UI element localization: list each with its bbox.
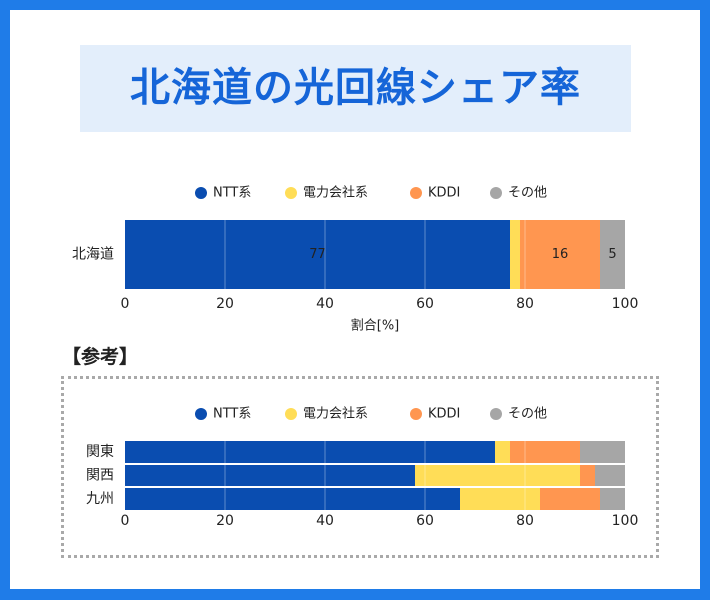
x-tick-label: 80 (516, 513, 534, 529)
x-tick-label: 80 (516, 296, 534, 312)
legend-swatch-1 (285, 408, 297, 420)
legend-swatch-3 (490, 408, 502, 420)
legend-label: NTT系 (213, 186, 251, 201)
legend-swatch-2 (410, 408, 422, 420)
x-tick-label: 60 (416, 296, 434, 312)
x-tick-label: 100 (612, 296, 639, 312)
category-label: 北海道 (72, 247, 114, 263)
bar-segment (580, 441, 625, 463)
x-axis-label: 割合[%] (351, 318, 400, 334)
legend-swatch-0 (195, 187, 207, 199)
legend-label: その他 (508, 186, 547, 201)
bar-value-label: 16 (552, 247, 569, 262)
legend-label: その他 (508, 407, 547, 422)
category-label: 九州 (86, 491, 114, 507)
reference-box (61, 376, 659, 558)
bar-segment (600, 488, 625, 510)
bar-segment (510, 441, 580, 463)
legend-swatch-2 (410, 187, 422, 199)
legend-label: NTT系 (213, 407, 251, 422)
category-label: 関東 (86, 444, 114, 460)
bar-segment (125, 488, 460, 510)
legend-label: 電力会社系 (303, 406, 368, 422)
page-title: 北海道の光回線シェア率 (130, 65, 581, 111)
bar-value-label: 5 (608, 247, 616, 262)
reference-heading: 【参考】 (62, 346, 139, 368)
bar-segment (595, 465, 625, 486)
title-banner: 北海道の光回線シェア率 (80, 45, 631, 132)
bar-segment (460, 488, 540, 510)
legend-label: KDDI (428, 407, 460, 422)
bar-segment (600, 220, 625, 289)
x-tick-label: 40 (316, 296, 334, 312)
legend-swatch-3 (490, 187, 502, 199)
legend-label: KDDI (428, 186, 460, 201)
category-label: 関西 (86, 468, 114, 484)
x-tick-label: 40 (316, 513, 334, 529)
bar-segment (510, 220, 520, 289)
bar-segment (125, 441, 495, 463)
bar-segment (125, 465, 415, 486)
bar-segment (495, 441, 510, 463)
x-tick-label: 60 (416, 513, 434, 529)
x-tick-label: 20 (216, 296, 234, 312)
x-tick-label: 100 (612, 513, 639, 529)
x-tick-label: 20 (216, 513, 234, 529)
legend-swatch-1 (285, 187, 297, 199)
bar-segment (580, 465, 595, 486)
x-tick-label: 0 (121, 296, 130, 312)
bar-segment (415, 465, 580, 486)
legend-label: 電力会社系 (303, 185, 368, 201)
bar-segment (520, 220, 600, 289)
legend-swatch-0 (195, 408, 207, 420)
x-tick-label: 0 (121, 513, 130, 529)
bar-segment (125, 220, 510, 289)
bar-value-label: 77 (309, 247, 326, 262)
bar-segment (540, 488, 600, 510)
